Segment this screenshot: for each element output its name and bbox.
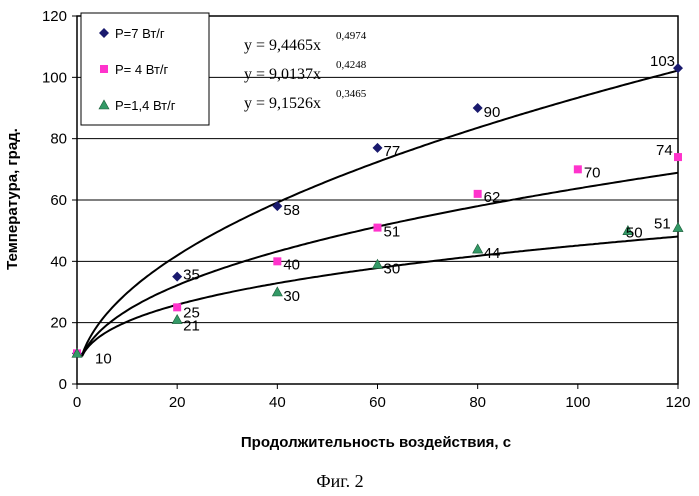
x-tick-label: 40	[269, 394, 286, 411]
data-point-s1	[172, 272, 182, 282]
data-label-s2: 62	[484, 189, 501, 206]
data-point-s2	[574, 165, 582, 173]
y-tick-label: 0	[59, 376, 67, 393]
data-point-s3	[373, 259, 383, 268]
data-point-s2	[674, 153, 682, 161]
data-label-s2: 40	[283, 256, 300, 273]
data-point-s3	[673, 223, 683, 232]
trend-exponent-1: 0,4974	[336, 30, 367, 42]
data-label-s1: 35	[183, 267, 200, 284]
data-label-s2: 70	[584, 164, 601, 181]
data-label-s3: 51	[654, 216, 671, 233]
data-label-s3: 44	[484, 245, 501, 262]
trend-equation-1: y = 9,4465x	[244, 37, 321, 54]
y-tick-label: 120	[42, 8, 67, 25]
legend-label-1: P=7 Вт/г	[115, 26, 165, 41]
figure-caption: Фиг. 2	[316, 471, 363, 491]
x-tick-label: 20	[169, 394, 186, 411]
data-label-s1: 90	[484, 104, 501, 121]
data-point-s3	[473, 244, 483, 253]
y-tick-label: 60	[50, 192, 67, 209]
trend-equations: y = 9,4465x 0,4974 y = 9,0137x 0,4248 y = 9,…	[244, 30, 367, 112]
legend-label-3: P=1,4 Вт/г	[115, 98, 176, 113]
trend-equation-3: y = 9,1526x	[244, 95, 321, 112]
data-label-s3: 21	[183, 318, 200, 335]
x-tick-label: 0	[73, 394, 81, 411]
x-tick-label: 120	[665, 394, 690, 411]
data-point-s3	[272, 287, 282, 296]
data-point-s2	[374, 224, 382, 232]
x-tick-label: 60	[369, 394, 386, 411]
data-label-s3: 30	[283, 288, 300, 305]
y-axis-title: Температура, град.	[4, 128, 21, 270]
legend: P=7 Вт/г P= 4 Вт/г P=1,4 Вт/г	[81, 13, 209, 125]
trend-line-3	[82, 237, 678, 356]
x-tick-label: 100	[565, 394, 590, 411]
trend-exponent-2: 0,4248	[336, 59, 367, 71]
y-axis-ticks: 0 20 40 60 80 100 120	[42, 8, 77, 393]
data-label-s2: 74	[656, 142, 673, 159]
data-label-s3: 30	[384, 260, 401, 277]
x-axis-title: Продолжительность воздействия, с	[241, 434, 511, 451]
data-point-s1	[373, 143, 383, 153]
legend-label-2: P= 4 Вт/г	[115, 62, 169, 77]
y-tick-label: 80	[50, 131, 67, 148]
data-point-s1	[272, 201, 282, 211]
data-point-s2	[474, 190, 482, 198]
data-label-s1: 103	[650, 53, 675, 70]
y-tick-label: 20	[50, 315, 67, 332]
data-point-s1	[473, 103, 483, 113]
y-tick-label: 40	[50, 253, 67, 270]
data-label-s1: 77	[384, 143, 401, 160]
trend-equation-2: y = 9,0137x	[244, 66, 321, 83]
data-label-s1: 10	[95, 350, 112, 367]
x-tick-label: 80	[469, 394, 486, 411]
data-point-s2	[173, 303, 181, 311]
data-label-s1: 58	[283, 202, 300, 219]
data-label-s3: 50	[626, 225, 643, 242]
trend-exponent-3: 0,3465	[336, 88, 367, 100]
data-point-s2	[273, 257, 281, 265]
data-label-s2: 51	[384, 224, 401, 241]
legend-marker-2	[100, 65, 108, 73]
data-point-s3	[172, 315, 182, 324]
x-axis-ticks: 0 20 40 60 80 100 120	[73, 384, 691, 411]
y-tick-label: 100	[42, 69, 67, 86]
